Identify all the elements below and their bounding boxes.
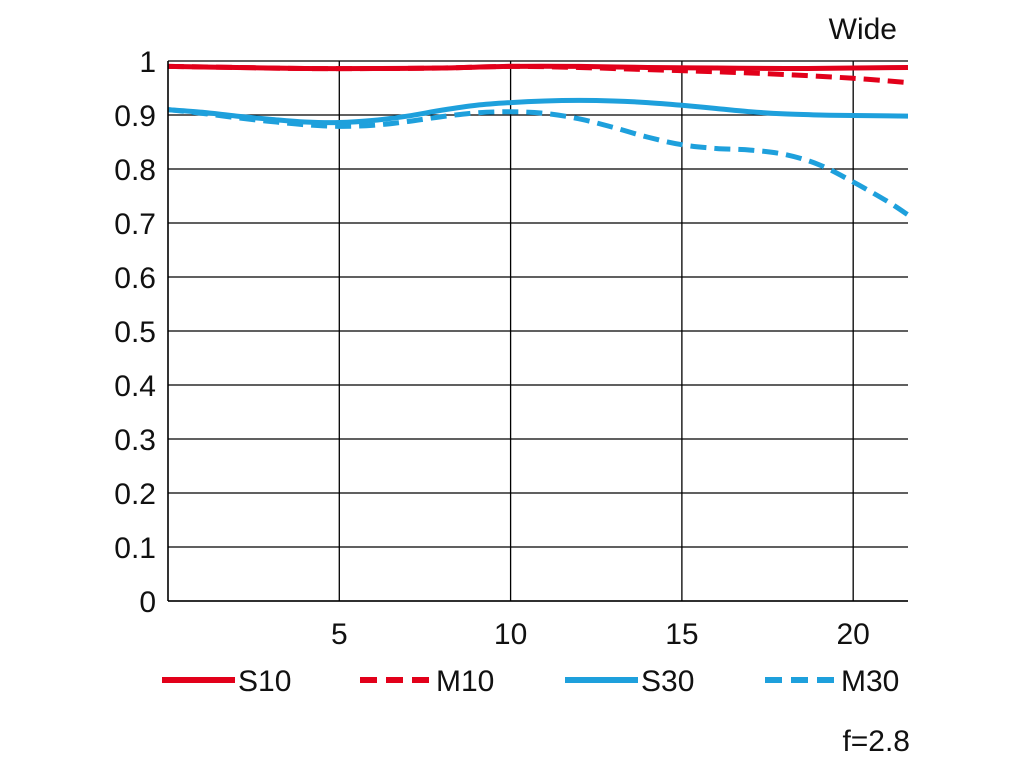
y-tick-label: 0.3 [114, 424, 156, 457]
aperture-annotation: f=2.8 [842, 725, 910, 758]
y-tick-label: 0.1 [114, 532, 156, 565]
legend: S10 M10 S30 M30 [162, 665, 899, 698]
legend-label: S30 [641, 665, 694, 698]
legend-item-m30: M30 [765, 665, 899, 698]
y-tick-label: 1 [139, 46, 156, 79]
legend-item-m10: M10 [360, 665, 494, 698]
y-tick-label: 0.4 [114, 370, 156, 403]
plot-frame [167, 61, 908, 602]
legend-label: M30 [841, 665, 899, 698]
y-tick-label: 0.2 [114, 478, 156, 511]
x-tick-label: 5 [331, 618, 348, 651]
grid [168, 60, 908, 602]
chart-title: Wide [829, 13, 897, 46]
legend-item-s30: S30 [565, 665, 694, 698]
legend-item-s10: S10 [162, 665, 291, 698]
series-lines [167, 63, 910, 217]
legend-label: M10 [436, 665, 494, 698]
x-tick-label: 10 [494, 618, 527, 651]
y-tick-label: 0.7 [114, 208, 156, 241]
y-tick-label: 0.5 [114, 316, 156, 349]
y-tick-label: 0.9 [114, 100, 156, 133]
legend-label: S10 [238, 665, 291, 698]
series-line-m30 [167, 107, 910, 217]
y-tick-label: 0 [139, 586, 156, 619]
series-line-s10 [167, 63, 909, 72]
y-tick-label: 0.8 [114, 154, 156, 187]
x-tick-label: 20 [836, 618, 869, 651]
y-tick-label: 0.6 [114, 262, 156, 295]
y-axis-ticks: 0 0.1 0.2 0.3 0.4 0.5 0.6 0.7 0.8 0.9 1 [114, 46, 156, 619]
x-axis-ticks: 5 10 15 20 [331, 618, 870, 651]
x-tick-label: 15 [665, 618, 698, 651]
